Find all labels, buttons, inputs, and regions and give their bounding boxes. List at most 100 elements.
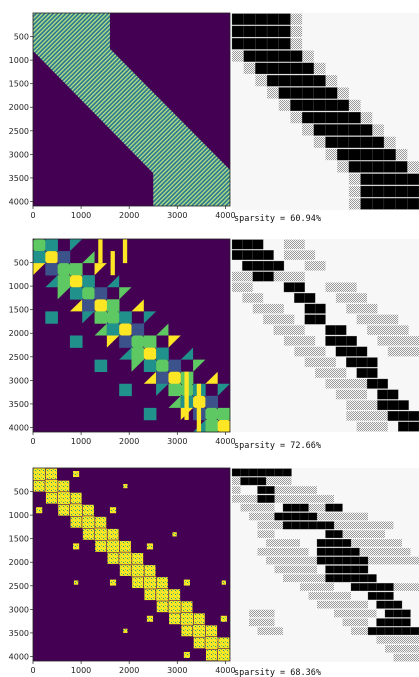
mask-active-cell	[290, 75, 303, 87]
heatmap-cell	[94, 287, 108, 300]
mask-active-cell	[410, 627, 419, 636]
y-tick-label: 2500	[9, 582, 29, 591]
mask-active-cell	[356, 368, 368, 378]
mask-active-block	[255, 62, 314, 75]
axes-frame	[32, 467, 231, 662]
mask-hatched-block	[232, 282, 253, 293]
mask-active-cell	[350, 547, 360, 556]
mask-active-cell	[257, 468, 267, 477]
mask-hatched-block	[257, 530, 275, 538]
mask-active-cell	[384, 609, 394, 618]
y-tick-label: 1500	[9, 306, 29, 315]
heatmap-block	[33, 468, 46, 481]
mask-active-cell	[387, 389, 399, 400]
mask-active-cell	[359, 556, 369, 565]
mask-active-block	[231, 38, 291, 50]
mask-active-cell	[333, 538, 343, 547]
mask-hatched-block	[290, 38, 303, 50]
mask-active-cell	[325, 574, 335, 583]
mask-active-cell	[367, 591, 377, 600]
mask-active-block	[316, 547, 360, 556]
mask-active-cell	[316, 538, 326, 547]
mask-active-block	[278, 87, 338, 99]
mask-active-cell	[395, 185, 408, 198]
y-tick-label: 1500	[9, 535, 29, 544]
heatmap-cell	[205, 419, 218, 433]
mask-active-cell	[266, 25, 279, 38]
mask-hatched-block	[274, 495, 334, 503]
mask-active-cell	[360, 173, 373, 185]
mask-active-block	[313, 124, 373, 136]
mask-active-cell	[333, 547, 343, 556]
mask-active-cell	[294, 293, 305, 303]
mask-active-cell	[301, 111, 314, 124]
mask-active-cell	[231, 468, 241, 477]
mask-active-block	[360, 185, 419, 198]
mask-hatched-block	[393, 653, 419, 662]
mask-hatched-block	[348, 173, 361, 185]
heatmap-triangle-cell	[193, 359, 206, 372]
mask-active-cell	[257, 477, 267, 486]
heatmap-triangle-cell	[143, 311, 157, 324]
mask-hatched-block	[346, 411, 388, 421]
mask-active-cell	[325, 547, 335, 556]
heatmap-block	[131, 564, 144, 577]
x-tick-label: 2000	[119, 211, 139, 220]
x-tick-label: 1000	[71, 437, 91, 446]
heatmap-cell	[57, 251, 71, 264]
y-tick-label: 2500	[9, 353, 29, 362]
mask-active-cell	[393, 609, 403, 618]
mask-hatched-block	[348, 185, 361, 198]
heatmap-triangle-cell	[106, 335, 120, 348]
mask-active-cell	[313, 99, 326, 112]
y-tick-label: 2000	[9, 329, 29, 338]
mask-active-cell	[325, 556, 335, 565]
mask-active-cell	[299, 521, 309, 530]
mask-hatched-block	[335, 293, 368, 303]
mask-active-block	[346, 357, 378, 368]
mask-active-block	[231, 13, 291, 25]
mask-active-cell	[325, 99, 338, 112]
heatmap-block	[106, 540, 120, 553]
axes-frame	[32, 12, 231, 207]
heatmap-block	[156, 601, 168, 613]
mask-hatched-block	[407, 161, 419, 173]
mask-active-cell	[393, 627, 403, 636]
heatmap-cell	[119, 311, 132, 324]
mask-active-cell	[257, 494, 267, 503]
mask-active-block	[350, 583, 394, 592]
mask-active-block	[337, 148, 396, 161]
mask-active-cell	[383, 148, 396, 161]
mask-hatched-block	[377, 336, 419, 346]
mask-active-cell	[282, 468, 292, 477]
y-tick-label: 2000	[9, 103, 29, 112]
mask-active-block	[325, 565, 369, 574]
heatmap-triangle-cell	[156, 323, 169, 336]
heatmap-cell	[106, 311, 120, 324]
mask-active-cell	[325, 136, 338, 148]
mask-active-cell	[274, 468, 284, 477]
mask-hatched-block	[283, 574, 326, 583]
heatmap-block	[58, 480, 70, 492]
mask-hatched-block	[232, 50, 244, 62]
mask-active-cell	[372, 185, 385, 198]
mask-active-cell	[308, 521, 318, 530]
mask-active-block	[376, 618, 411, 627]
mask-active-block	[282, 503, 309, 512]
mask-active-cell	[335, 335, 347, 346]
heatmap-block	[82, 516, 95, 529]
mask-active-block	[325, 574, 377, 583]
mask-active-cell	[350, 574, 360, 583]
heatmap-triangle-cell	[119, 287, 132, 300]
mask-active-cell	[393, 618, 403, 627]
mask-active-cell	[278, 62, 291, 75]
mask-hatched-block	[266, 477, 292, 486]
heatmap-cell	[106, 323, 120, 336]
heatmap-block	[36, 507, 43, 514]
mask-active-cell	[408, 411, 419, 421]
mask-active-cell	[350, 565, 360, 574]
mask-active-cell	[242, 250, 253, 260]
mask-active-cell	[314, 314, 326, 325]
y-tick-label: 3000	[9, 150, 29, 159]
heatmap-block	[70, 492, 82, 504]
